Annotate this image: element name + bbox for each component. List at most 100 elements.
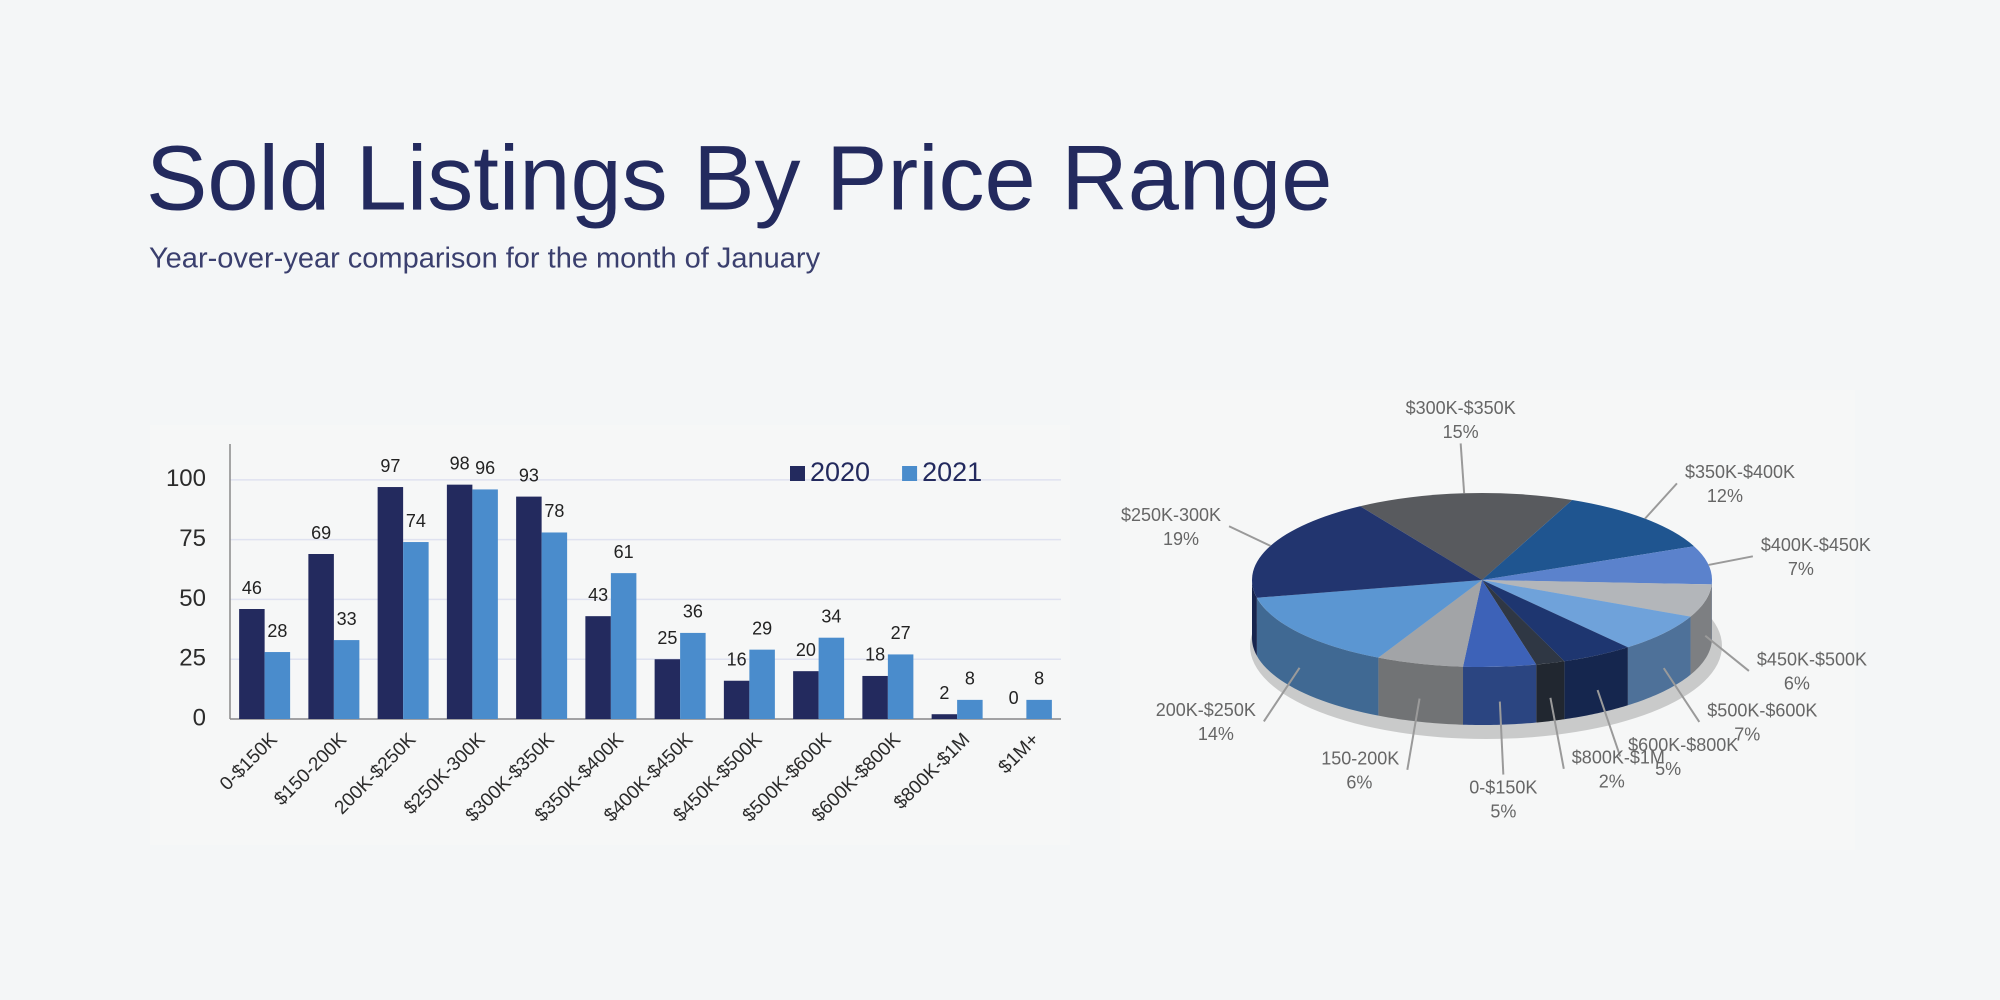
pie-label: $500K-$600K xyxy=(1707,701,1817,721)
leader-line xyxy=(1498,701,1505,775)
bar-value-label: 0 xyxy=(1009,688,1019,708)
bar xyxy=(749,649,775,719)
pie-slice xyxy=(1482,499,1695,580)
bar xyxy=(333,640,360,719)
pie-slice xyxy=(1482,580,1712,617)
bar xyxy=(887,654,914,719)
leader-line xyxy=(1708,555,1754,566)
bar xyxy=(541,532,568,719)
bar xyxy=(377,487,404,719)
bar xyxy=(818,637,845,719)
pie-slice xyxy=(1360,493,1573,580)
pie-percent: 7% xyxy=(1734,725,1760,745)
pie-label: $400K-$450K xyxy=(1761,535,1871,555)
leader-line xyxy=(1704,634,1750,672)
bar xyxy=(931,714,958,719)
bar xyxy=(610,573,637,719)
y-tick-label: 50 xyxy=(179,585,206,612)
leader-line xyxy=(1549,697,1565,769)
pie-label: 150-200K xyxy=(1321,749,1399,769)
bar xyxy=(957,699,983,719)
pie-percent: 6% xyxy=(1784,674,1810,694)
bar xyxy=(403,542,429,719)
pie-label: $350K-$400K xyxy=(1685,462,1795,482)
pie-percent: 7% xyxy=(1788,559,1814,579)
bar-value-label: 69 xyxy=(311,523,331,543)
bar xyxy=(446,484,473,719)
bar-value-label: 96 xyxy=(475,458,495,478)
bar-value-label: 34 xyxy=(821,606,841,626)
legend-label: 2021 xyxy=(922,457,982,487)
bar-value-label: 74 xyxy=(406,511,426,531)
pie-label: $250K-300K xyxy=(1121,505,1221,525)
bar-value-label: 27 xyxy=(891,623,911,643)
bar xyxy=(793,671,819,719)
bar-value-label: 8 xyxy=(965,669,975,689)
bar-value-label: 25 xyxy=(657,628,677,648)
leader-line xyxy=(1459,443,1466,494)
bar xyxy=(472,489,498,719)
bar-value-label: 29 xyxy=(752,618,772,638)
pie-slice xyxy=(1252,506,1482,598)
pie-percent: 6% xyxy=(1346,773,1372,793)
legend-swatch xyxy=(902,466,918,481)
pie-percent: 2% xyxy=(1599,772,1625,792)
pie-label: $450K-$500K xyxy=(1757,650,1867,670)
pie-side xyxy=(1252,580,1257,656)
pie-percent: 19% xyxy=(1163,529,1199,549)
bar-value-label: 20 xyxy=(796,640,816,660)
pie-side xyxy=(1627,616,1691,706)
pie-label: $300K-$350K xyxy=(1406,398,1516,418)
bar xyxy=(680,632,706,719)
pie-slice xyxy=(1482,580,1628,662)
pie-side xyxy=(1378,657,1464,725)
bar-value-label: 18 xyxy=(865,645,885,665)
bar-value-label: 98 xyxy=(450,453,470,473)
leader-line xyxy=(1406,698,1421,771)
leader-line xyxy=(1228,525,1271,547)
pie-side xyxy=(1564,647,1628,720)
bar-value-label: 28 xyxy=(267,621,287,641)
pie-side xyxy=(1690,584,1712,675)
bar xyxy=(723,680,750,719)
pie-slice xyxy=(1482,580,1565,665)
y-tick-label: 100 xyxy=(166,465,206,492)
leader-line xyxy=(1662,667,1701,723)
bar-value-label: 8 xyxy=(1034,669,1044,689)
pie-percent: 12% xyxy=(1707,486,1743,506)
bar-value-label: 36 xyxy=(683,602,703,622)
legend-swatch xyxy=(790,466,805,481)
pie-slice xyxy=(1463,580,1537,667)
bar-value-label: 78 xyxy=(544,501,564,521)
pie-slice xyxy=(1378,580,1482,667)
pie-side xyxy=(1256,597,1379,716)
bar-value-label: 46 xyxy=(242,578,262,598)
pie-label: $600K-$800K xyxy=(1628,735,1738,755)
pie-slice xyxy=(1482,546,1712,585)
pie-percent: 5% xyxy=(1490,801,1516,821)
pie-percent: 15% xyxy=(1443,422,1479,442)
bar-value-label: 2 xyxy=(939,683,949,703)
bar-value-label: 16 xyxy=(727,649,747,669)
bar xyxy=(308,554,334,719)
leader-line xyxy=(1263,667,1301,722)
bar xyxy=(654,659,681,719)
legend-label: 2020 xyxy=(810,457,870,487)
bar xyxy=(862,675,888,719)
y-tick-label: 25 xyxy=(179,645,206,672)
bar xyxy=(239,609,265,719)
bar-value-label: 93 xyxy=(519,465,539,485)
bar-value-label: 33 xyxy=(337,609,357,629)
pie-slice xyxy=(1482,580,1691,648)
pie-side xyxy=(1463,664,1537,725)
slide-subtitle: Year-over-year comparison for the month … xyxy=(149,243,821,275)
pie-label: 0-$150K xyxy=(1469,777,1537,797)
bar xyxy=(264,652,291,719)
y-tick-label: 0 xyxy=(193,704,206,731)
pie-chart: $300K-$350K 15% $350K-$400K 12% $400K-$450K 7… xyxy=(1121,398,1871,821)
bar xyxy=(1026,699,1052,719)
leader-line xyxy=(1596,689,1622,757)
pie-side xyxy=(1536,661,1565,723)
